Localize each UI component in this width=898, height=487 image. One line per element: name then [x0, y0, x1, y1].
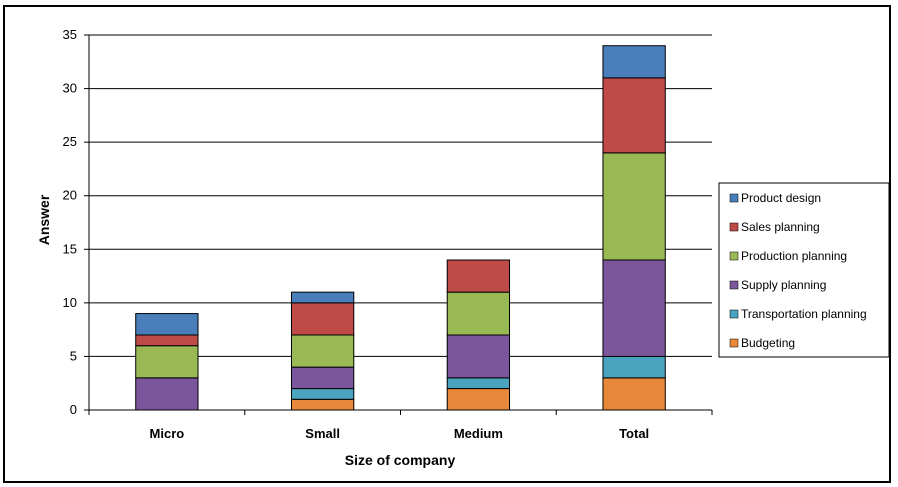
- legend-label: Transportation planning: [741, 307, 867, 321]
- x-tick-labels: Micro Small Medium Total: [88, 410, 713, 441]
- y-tick-label: 30: [63, 81, 77, 96]
- legend-swatch: [729, 309, 739, 319]
- legend-swatch: [729, 280, 739, 290]
- bar-segment: [290, 366, 355, 390]
- y-tick-label: 20: [63, 188, 77, 203]
- y-tick-label: 0: [70, 402, 77, 417]
- legend-label: Production planning: [741, 249, 847, 263]
- bar-segment: [290, 291, 355, 304]
- bar-segment: [135, 377, 199, 411]
- legend-box: [718, 182, 890, 358]
- y-tick-label: 10: [63, 295, 77, 310]
- x-tick-label: Medium: [454, 426, 503, 441]
- y-tick-labels: 0 5 10 15 20 25 30 35: [63, 27, 89, 417]
- bar-segment: [446, 388, 511, 411]
- bar-segment: [602, 355, 666, 379]
- legend-swatch: [729, 193, 739, 203]
- bar-segment: [602, 377, 666, 411]
- y-axis-title: Answer: [36, 194, 52, 245]
- bar-segment: [446, 259, 511, 293]
- y-tick-label: 25: [63, 134, 77, 149]
- legend-swatch: [729, 251, 739, 261]
- y-tick-label: 15: [63, 241, 77, 256]
- x-tick-label: Small: [305, 426, 340, 441]
- x-axis-title: Size of company: [345, 452, 456, 468]
- x-tick-label: Micro: [150, 426, 185, 441]
- bar-segment: [446, 334, 511, 379]
- y-tick-label: 35: [63, 27, 77, 42]
- bar-segment: [290, 302, 355, 336]
- bar-segment: [602, 152, 666, 261]
- bar-segment: [290, 334, 355, 368]
- legend-swatch: [729, 222, 739, 232]
- bars: [135, 45, 666, 411]
- bar-segment: [446, 291, 511, 336]
- bar-segment: [446, 377, 511, 390]
- bar-segment: [602, 77, 666, 154]
- bar-segment: [135, 345, 199, 379]
- bar-segment: [602, 259, 666, 357]
- legend-label: Product design: [741, 191, 821, 205]
- y-tick-label: 5: [70, 348, 77, 363]
- bar-segment: [290, 398, 355, 411]
- bar-segment: [290, 388, 355, 400]
- legend-label: Budgeting: [741, 336, 795, 350]
- legend: Product design Sales planning Production p…: [718, 182, 890, 358]
- bar-segment: [135, 334, 199, 347]
- x-tick-label: Total: [619, 426, 649, 441]
- legend-label: Supply planning: [741, 278, 826, 292]
- legend-swatch: [729, 338, 739, 348]
- legend-label: Sales planning: [741, 220, 820, 234]
- bar-segment: [135, 313, 199, 336]
- bar-segment: [602, 45, 666, 79]
